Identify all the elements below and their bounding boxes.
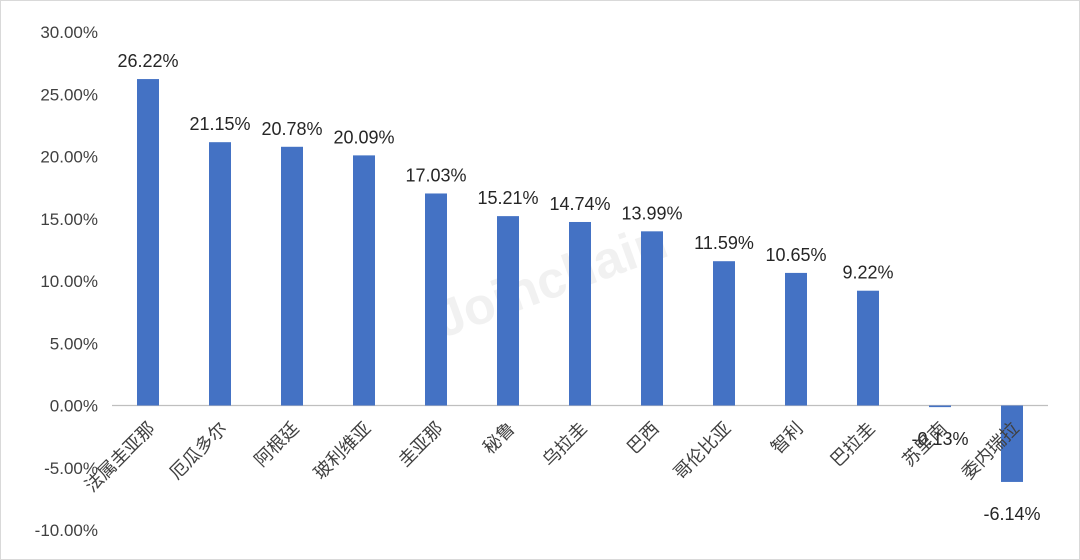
category-label: 巴西	[623, 418, 663, 458]
bar	[641, 231, 663, 406]
y-tick-label: 30.00%	[40, 23, 98, 42]
data-label: -0.13%	[911, 429, 968, 449]
y-tick-label: 25.00%	[40, 85, 98, 104]
y-tick-label: 10.00%	[40, 272, 98, 291]
data-label: 21.15%	[189, 114, 250, 134]
data-labels: 26.22% 21.15% 20.78% 20.09% 17.03% 15.21% 14.7…	[117, 51, 1040, 524]
y-tick-label: 20.00%	[40, 148, 98, 167]
data-label: 17.03%	[405, 165, 466, 185]
data-label: 20.09%	[333, 127, 394, 147]
category-labels: 法属圭亚那 厄瓜多尔 阿根廷 玻利维亚 圭亚那 秘鲁 乌拉圭 巴西 哥伦比亚 智利 巴拉圭 苏里南 委内…	[81, 418, 1023, 496]
data-label: 13.99%	[621, 203, 682, 223]
data-label: -6.14%	[983, 504, 1040, 524]
data-label: 9.22%	[842, 263, 893, 283]
data-label: 15.21%	[477, 188, 538, 208]
bar	[785, 272, 807, 406]
y-axis: -10.00% -5.00% 0.00% 5.00% 10.00% 15.00% 20.00…	[35, 23, 98, 540]
data-label: 20.78%	[261, 119, 322, 139]
bar	[425, 193, 447, 406]
watermark: Joinchain	[427, 212, 675, 350]
category-label: 秘鲁	[479, 418, 519, 458]
category-label: 乌拉圭	[539, 418, 592, 471]
bar	[569, 221, 591, 406]
bar	[209, 142, 231, 406]
y-tick-label: 15.00%	[40, 210, 98, 229]
bar	[353, 155, 375, 406]
data-label: 10.65%	[765, 245, 826, 265]
bar-series	[137, 79, 1023, 482]
category-label: 哥伦比亚	[670, 418, 736, 484]
data-label: 26.22%	[117, 51, 178, 71]
y-tick-label: 5.00%	[50, 334, 98, 353]
category-label: 法属圭亚那	[81, 418, 159, 496]
category-label: 圭亚那	[395, 418, 448, 471]
category-label: 智利	[767, 418, 807, 458]
y-tick-label: 0.00%	[50, 397, 98, 416]
y-tick-label: -5.00%	[44, 459, 98, 478]
category-label: 厄瓜多尔	[166, 418, 232, 484]
bar	[1001, 405, 1023, 482]
data-label: 14.74%	[549, 194, 610, 214]
bar	[137, 79, 159, 406]
bar	[857, 290, 879, 406]
bar	[281, 146, 303, 406]
y-tick-label: -10.00%	[35, 521, 98, 540]
category-label: 巴拉圭	[827, 418, 880, 471]
category-label: 玻利维亚	[310, 418, 376, 484]
category-label: 阿根廷	[251, 418, 304, 471]
bar	[497, 216, 519, 406]
data-label: 11.59%	[694, 233, 754, 253]
bar	[713, 261, 735, 406]
bar	[929, 405, 951, 408]
